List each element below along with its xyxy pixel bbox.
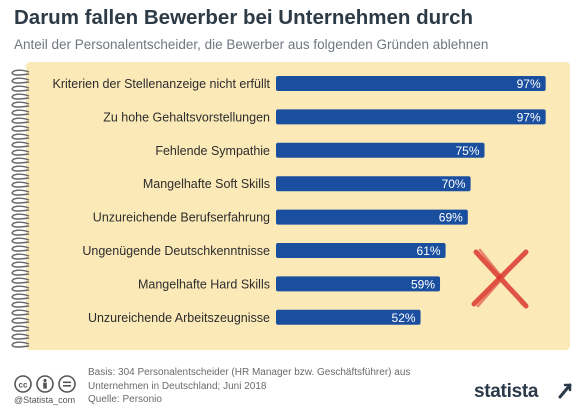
statista-logo: statista <box>474 381 539 402</box>
bar <box>276 142 485 158</box>
statista-handle: @Statista_com <box>14 395 76 405</box>
spiral-ring <box>11 205 30 212</box>
spiral-ring <box>11 149 30 156</box>
value-label: 97% <box>517 77 541 91</box>
spiral-ring <box>11 285 30 292</box>
spiral-ring <box>11 253 30 260</box>
nd-icon <box>58 375 76 393</box>
spiral-ring <box>11 341 30 348</box>
spiral-ring <box>11 165 30 172</box>
by-icon <box>36 375 54 393</box>
spiral-ring <box>11 309 30 316</box>
spiral-ring <box>11 229 30 236</box>
spiral-ring <box>11 301 30 308</box>
value-label: 59% <box>411 277 435 291</box>
spiral-ring <box>11 333 30 340</box>
chart-title: Darum fallen Bewerber bei Unternehmen du… <box>14 6 474 29</box>
spiral-ring <box>11 85 30 92</box>
source-line: Basis: 304 Personalentscheider (HR Manag… <box>88 367 411 378</box>
red-cross-icon <box>471 248 529 309</box>
creative-commons-icons: cc <box>14 375 76 393</box>
spiral-ring <box>11 109 30 116</box>
spiral-ring <box>11 261 30 268</box>
value-label: 97% <box>517 110 541 124</box>
statista-logo-mark-icon <box>558 383 572 399</box>
spiral-ring <box>11 181 30 188</box>
spiral-ring <box>11 173 30 180</box>
spiral-ring <box>11 213 30 220</box>
svg-text:cc: cc <box>19 381 28 390</box>
value-label: 75% <box>455 144 479 158</box>
value-label: 69% <box>439 211 463 225</box>
spiral-ring <box>11 197 30 204</box>
category-label: Ungenügende Deutschkenntnisse <box>82 244 270 258</box>
spiral-ring <box>11 237 30 244</box>
category-label: Unzureichende Berufserfahrung <box>93 211 270 225</box>
value-label: 70% <box>442 177 466 191</box>
category-label: Fehlende Sympathie <box>155 144 270 158</box>
category-label: Unzureichende Arbeitszeugnisse <box>88 311 270 325</box>
spiral-ring <box>11 93 30 100</box>
category-label: Mangelhafte Soft Skills <box>143 177 270 191</box>
spiral-ring <box>11 269 30 276</box>
spiral-ring <box>11 101 30 108</box>
spiral-ring <box>11 189 30 196</box>
spiral-ring <box>11 245 30 252</box>
bar <box>276 243 446 258</box>
cc-icon: cc <box>14 375 32 393</box>
bar <box>276 309 421 325</box>
spiral-ring <box>11 277 30 284</box>
spiral-ring <box>11 293 30 300</box>
spiral-ring <box>11 157 30 164</box>
spiral-ring <box>11 141 30 148</box>
spiral-ring <box>11 221 30 228</box>
value-label: 52% <box>392 311 416 325</box>
bar <box>276 209 468 225</box>
spiral-ring <box>11 325 30 332</box>
bar <box>276 176 471 192</box>
spiral-ring <box>11 317 30 324</box>
bar <box>276 109 546 125</box>
chart-subtitle: Anteil der Personalentscheider, die Bewe… <box>14 37 489 52</box>
spiral-ring <box>11 117 30 124</box>
spiral-ring <box>11 133 30 140</box>
category-label: Zu hohe Gehaltsvorstellungen <box>103 110 270 124</box>
bar <box>276 76 546 91</box>
spiral-ring <box>11 125 30 132</box>
source-line: Quelle: Personio <box>88 394 162 405</box>
bar <box>276 276 441 292</box>
spiral-ring <box>11 77 30 84</box>
category-label: Mangelhafte Hard Skills <box>138 277 270 291</box>
spiral-ring <box>11 69 30 76</box>
value-label: 61% <box>417 244 441 258</box>
source-note: Basis: 304 Personalentscheider (HR Manag… <box>88 366 418 407</box>
source-line: Unternehmen in Deutschland; Juni 2018 <box>88 380 267 392</box>
category-label: Kriterien der Stellenanzeige nicht erfül… <box>53 77 271 91</box>
spiral-binding <box>11 69 30 348</box>
